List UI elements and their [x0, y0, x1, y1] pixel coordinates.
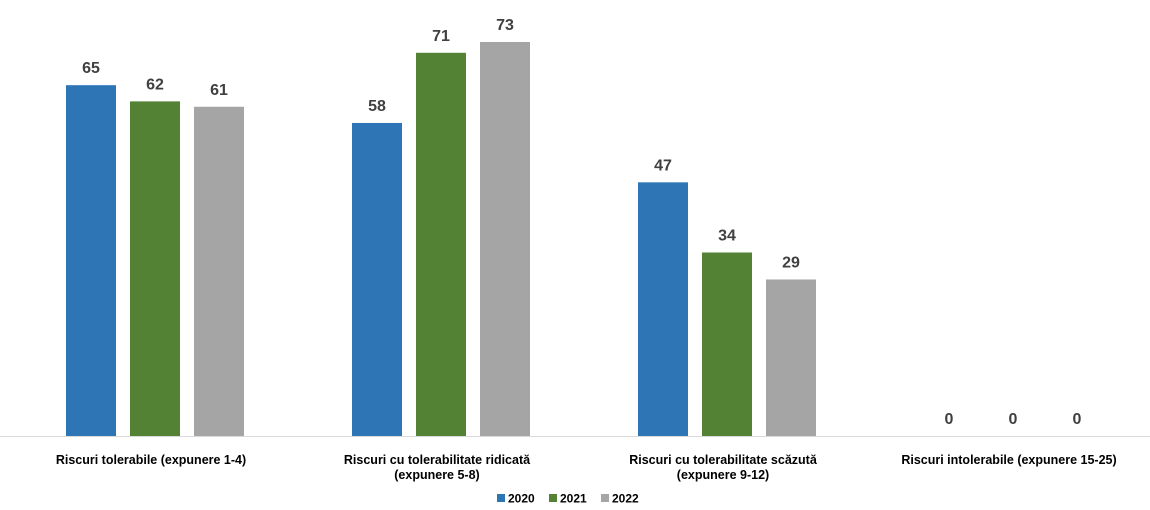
data-label-2021-cat-3: 34 — [718, 227, 736, 244]
data-label-2022-cat-3: 29 — [782, 254, 800, 271]
data-label-2020-cat-3: 47 — [654, 157, 672, 174]
data-label-2021-cat-2: 71 — [432, 28, 450, 45]
category-label-1: Riscuri tolerabile (expunere 1-4) — [56, 453, 246, 467]
legend: 2020 2021 2022 — [497, 492, 639, 506]
category-label-3: Riscuri cu tolerabilitate scăzută (expune… — [629, 453, 818, 482]
category-label-2: Riscuri cu tolerabilitate ridicată (expun… — [344, 453, 531, 482]
legend-swatch-2021 — [549, 494, 557, 502]
data-labels-layer: 65 62 61 58 71 73 47 34 29 0 0 0 — [82, 17, 1081, 428]
category-label-4: Riscuri intolerabile (expunere 15-25) — [901, 453, 1116, 467]
data-label-2022-cat-2: 73 — [496, 17, 514, 34]
legend-label-2020: 2020 — [508, 492, 535, 506]
legend-swatch-2022 — [601, 494, 609, 502]
bar-2022-cat-3 — [766, 279, 816, 436]
legend-label-2022: 2022 — [612, 492, 639, 506]
data-label-2022-cat-1: 61 — [210, 82, 228, 99]
bar-2020-cat-3 — [638, 182, 688, 436]
bar-2022-cat-2 — [480, 42, 530, 436]
data-label-2021-cat-4: 0 — [1009, 411, 1018, 428]
bar-2021-cat-1 — [130, 101, 180, 436]
data-label-2020-cat-2: 58 — [368, 98, 386, 115]
data-label-2021-cat-1: 62 — [146, 76, 164, 93]
bar-2020-cat-2 — [352, 122, 402, 437]
legend-label-2021: 2021 — [560, 492, 587, 506]
bar-2021-cat-3 — [702, 252, 752, 436]
data-label-2022-cat-4: 0 — [1073, 411, 1082, 428]
bars-layer — [66, 42, 816, 437]
data-label-2020-cat-4: 0 — [945, 411, 954, 428]
bar-2020-cat-1 — [66, 85, 116, 436]
bar-2022-cat-1 — [194, 106, 244, 436]
category-labels-layer: Riscuri tolerabile (expunere 1-4) Riscuri… — [56, 453, 1117, 482]
bar-2021-cat-2 — [416, 52, 466, 436]
legend-swatch-2020 — [497, 494, 505, 502]
data-label-2020-cat-1: 65 — [82, 60, 100, 77]
